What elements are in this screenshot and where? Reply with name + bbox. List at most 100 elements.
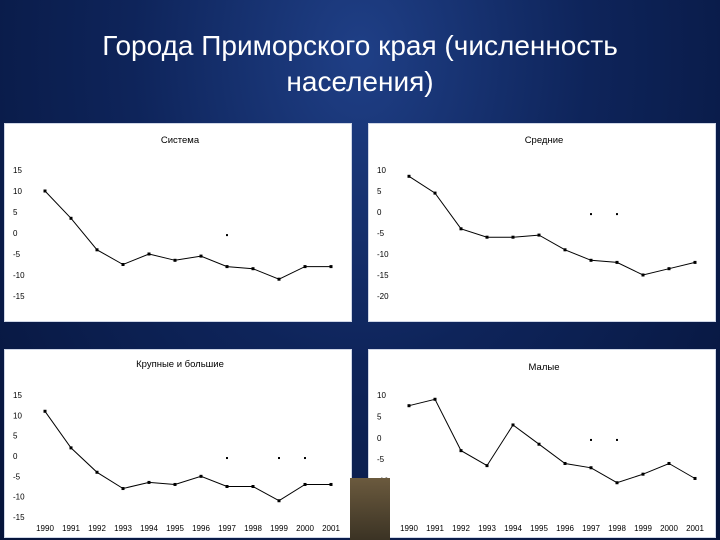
data-point [589, 466, 593, 470]
data-point [95, 470, 99, 474]
chart-srednie: Средние 10 5 0 -5 -10 -15 -20 [377, 135, 697, 301]
data-point [537, 442, 541, 446]
series-line [44, 411, 331, 502]
x-tick-label: 1999 [270, 524, 288, 533]
y-tick-label: 0 [13, 229, 18, 238]
chart-krupnye-i-bolshie: Крупные и большие 15 10 5 0 -5 -10 -15 1990 1991 1… [13, 359, 340, 533]
data-point [693, 260, 697, 264]
data-point [485, 464, 489, 468]
x-tick-label: 2001 [322, 524, 340, 533]
slide-title-line-2: населения) [286, 66, 434, 97]
y-tick-label: 5 [377, 187, 382, 196]
decorative-image-strip [350, 478, 390, 540]
chart-title: Малые [529, 362, 560, 373]
y-tick-label: -20 [377, 292, 389, 301]
data-point [225, 485, 229, 488]
x-tick-label: 2000 [660, 524, 678, 533]
y-tick-label: -5 [377, 229, 385, 238]
data-point [69, 446, 73, 450]
y-tick-label: -15 [13, 292, 25, 301]
chart-sistema: Система 15 10 5 0 -5 -10 -15 [13, 135, 333, 301]
y-tick-label: 5 [377, 412, 382, 421]
chart-title: Крупные и большие [136, 359, 224, 370]
data-point [251, 267, 255, 271]
data-point [225, 265, 229, 269]
y-tick-label: 0 [377, 208, 382, 217]
data-point [147, 480, 151, 484]
x-tick-label: 1998 [608, 524, 626, 533]
y-tick-label: -10 [13, 271, 25, 280]
y-tick-label: 0 [377, 434, 382, 443]
data-point [433, 191, 437, 195]
isolated-point [278, 457, 280, 460]
data-point [121, 263, 125, 266]
y-tick-label: 5 [13, 432, 18, 441]
chart-panel-malye: Малые1050-5-10-1519901991199219931994199… [368, 349, 716, 538]
y-tick-label: 10 [13, 187, 22, 196]
data-point [667, 461, 671, 465]
isolated-point [304, 457, 306, 460]
x-tick-label: 1991 [426, 524, 444, 533]
y-tick-label: 10 [13, 411, 22, 420]
y-tick-label: 10 [377, 391, 386, 400]
x-tick-label: 1998 [244, 524, 262, 533]
data-point [667, 267, 671, 271]
data-point [615, 481, 619, 485]
y-tick-label: -10 [377, 250, 389, 259]
x-tick-label: 1996 [192, 524, 210, 533]
chart-title: Средние [525, 135, 564, 146]
y-tick-label: 5 [13, 208, 18, 217]
isolated-point [616, 438, 618, 441]
data-point [277, 277, 281, 281]
x-tick-label: 1990 [36, 524, 54, 533]
isolated-point [590, 438, 592, 441]
data-point [329, 265, 333, 269]
x-tick-label: 2001 [686, 524, 704, 533]
data-point [303, 482, 307, 486]
y-tick-label: -10 [13, 493, 25, 502]
data-point [69, 216, 73, 220]
data-point [199, 474, 203, 478]
data-point [511, 423, 515, 427]
series-line [408, 398, 696, 484]
data-point [537, 233, 541, 237]
data-point [277, 499, 281, 503]
data-point [433, 397, 437, 401]
x-tick-label: 1994 [140, 524, 158, 533]
chart-panel-sistema: Система 15 10 5 0 -5 -10 -15 [4, 123, 352, 322]
data-point [563, 248, 567, 252]
data-point [43, 409, 47, 413]
data-point [485, 235, 489, 239]
x-tick-label: 1993 [114, 524, 132, 533]
y-tick-label: -15 [13, 513, 25, 522]
x-tick-label: 1991 [62, 524, 80, 533]
x-tick-label: 1990 [400, 524, 418, 533]
chart-malye: Малые1050-5-10-1519901991199219931994199… [377, 362, 704, 533]
x-tick-label: 1992 [452, 524, 470, 533]
data-point [43, 189, 47, 193]
data-point [303, 265, 307, 269]
isolated-point [616, 213, 618, 216]
data-point [641, 472, 645, 476]
y-tick-label: 10 [377, 166, 386, 175]
x-tick-label: 1992 [88, 524, 106, 533]
data-point [693, 476, 697, 480]
data-point [173, 482, 177, 486]
data-point [459, 227, 463, 231]
series-line [408, 175, 696, 276]
x-tick-label: 1995 [166, 524, 184, 533]
data-point [199, 254, 203, 258]
x-tick-label: 1999 [634, 524, 652, 533]
isolated-point [226, 457, 228, 460]
chart-title: Система [161, 135, 200, 146]
data-point [563, 461, 567, 465]
data-point [459, 449, 463, 453]
data-point [95, 248, 99, 252]
x-tick-label: 1993 [478, 524, 496, 533]
y-tick-label: 15 [13, 391, 22, 400]
data-point [511, 235, 515, 239]
x-tick-label: 1997 [218, 524, 236, 533]
x-tick-label: 1995 [530, 524, 548, 533]
y-tick-label: 0 [13, 452, 18, 461]
isolated-point [590, 213, 592, 216]
